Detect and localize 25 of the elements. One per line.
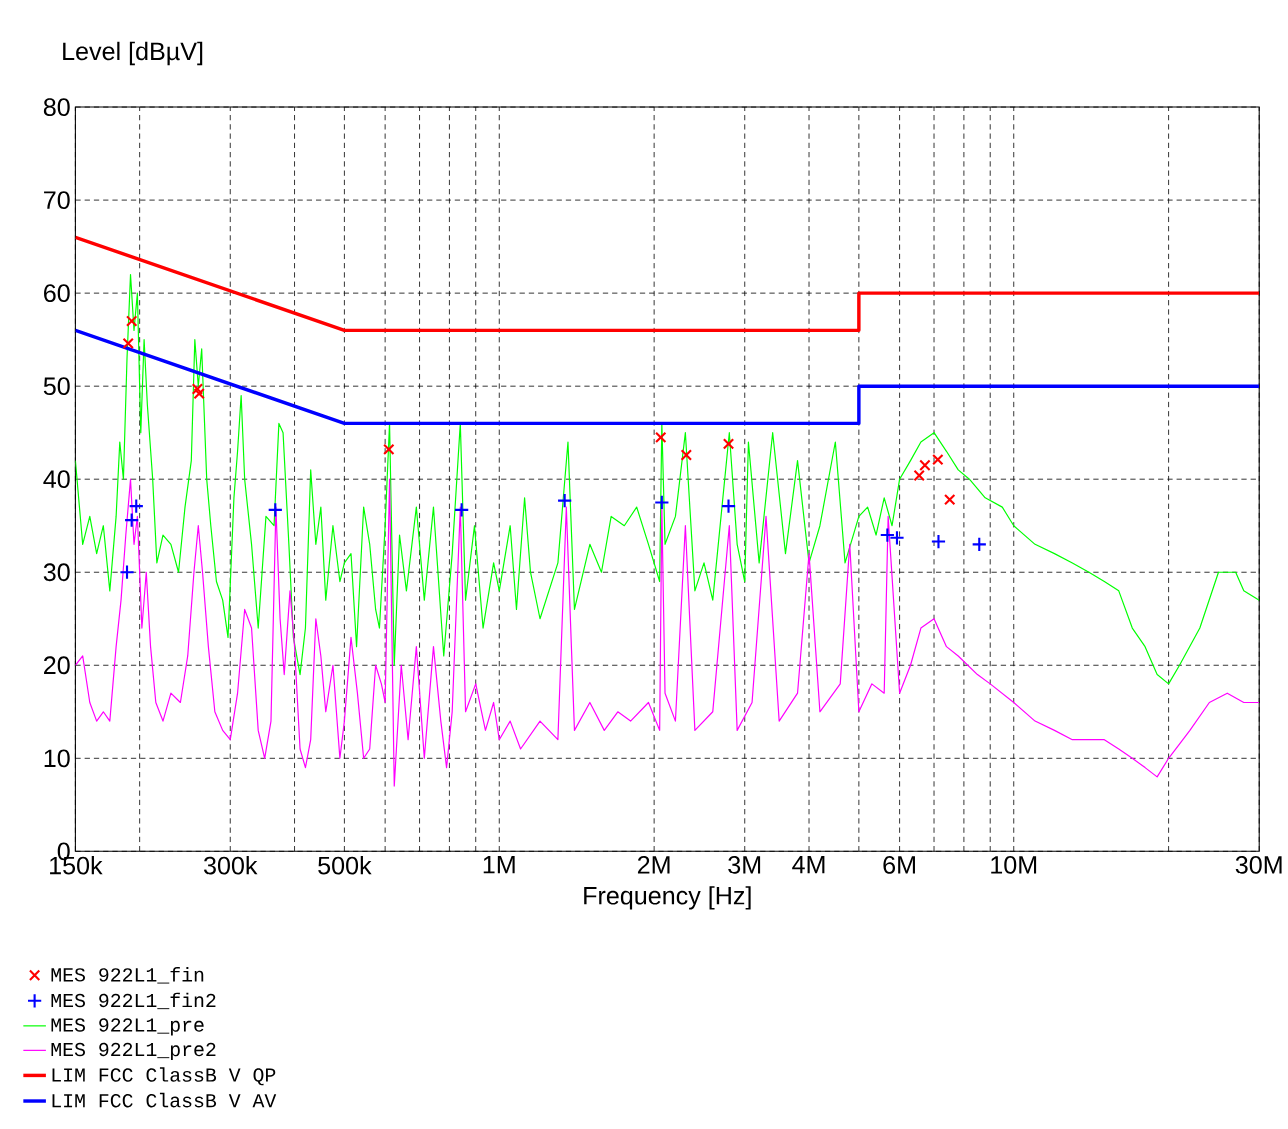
y-tick-label: 10	[44, 749, 70, 768]
legend-label: MES 922L1_pre	[51, 1018, 204, 1036]
y-tick-label: 50	[43, 377, 70, 396]
x-tick-label: 300k	[203, 856, 258, 875]
x-tick-label: 500k	[318, 856, 372, 875]
legend-label: MES 922L1_fin2	[51, 992, 216, 1010]
x-tick-label: 1M	[483, 856, 515, 874]
x-axis-title: Frequency [Hz]	[584, 886, 751, 910]
x-tick-label: 3M	[728, 856, 761, 874]
y-tick-label: 20	[44, 656, 70, 675]
legend-label: LIM FCC ClassB V AV	[52, 1092, 277, 1108]
legend-label: MES 922L1_pre2	[51, 1042, 216, 1061]
y-axis-title: Level [dBµV]	[63, 41, 203, 66]
x-tick-label: 6M	[883, 856, 915, 874]
x-tick-label: 30M	[1235, 856, 1282, 874]
y-tick-label: 80	[43, 98, 70, 116]
x-tick-label: 2M	[637, 856, 670, 874]
x-tick-label: 4M	[792, 856, 825, 874]
legend-label: LIM FCC ClassB V QP	[52, 1067, 276, 1086]
y-tick-label: 60	[44, 284, 70, 303]
legend-label: MES 922L1_fin	[51, 967, 204, 984]
x-tick-label: 10M	[991, 856, 1037, 874]
y-tick-label: 70	[44, 191, 70, 210]
y-tick-label: 40	[43, 470, 70, 489]
y-tick-label: 30	[43, 563, 70, 582]
